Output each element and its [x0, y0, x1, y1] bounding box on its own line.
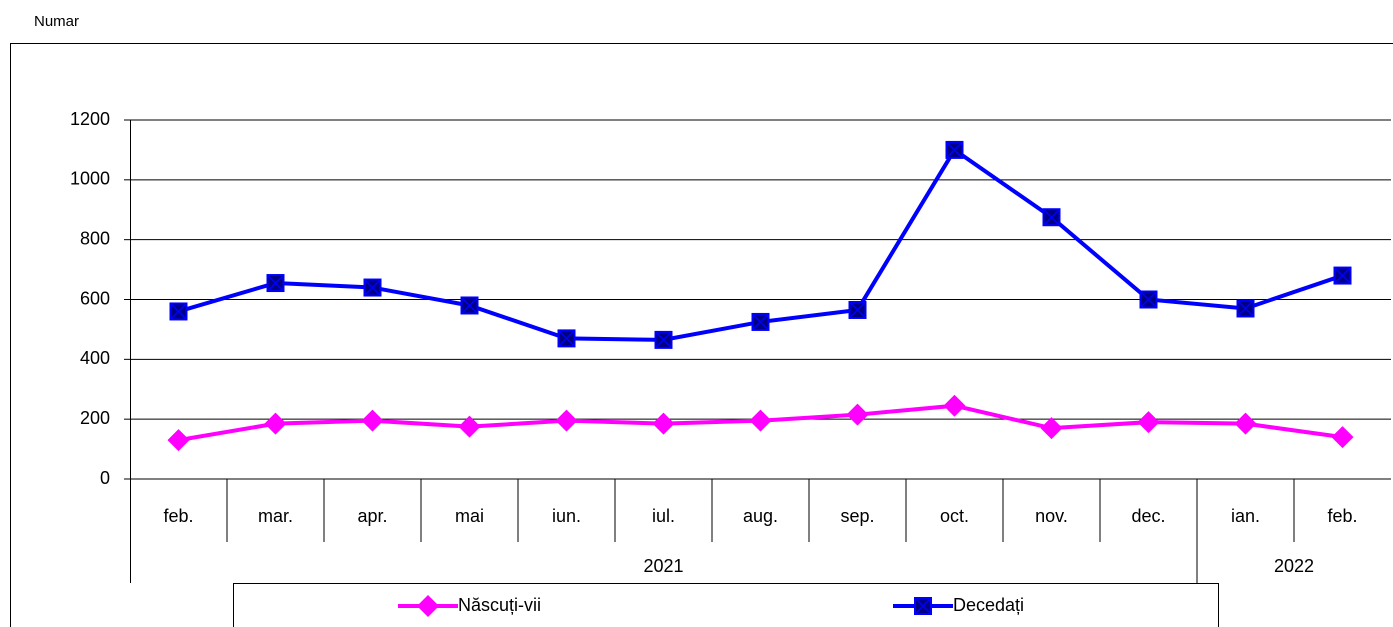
- x-tick-label: iun.: [552, 506, 581, 526]
- legend-marker-part: [915, 598, 931, 614]
- x-tick-label: feb.: [1327, 506, 1357, 526]
- data-point: [751, 312, 770, 331]
- data-point: [555, 409, 578, 432]
- y-tick-label: 200: [80, 408, 110, 428]
- data-point-part: [1043, 209, 1060, 225]
- data-point: [458, 415, 481, 438]
- data-point-part: [849, 302, 866, 318]
- data-point: [848, 300, 867, 319]
- data-point: [167, 429, 190, 452]
- data-point-part: [267, 275, 284, 291]
- data-point: [1331, 426, 1354, 449]
- year-label: 2021: [643, 556, 683, 576]
- data-point: [557, 329, 576, 348]
- y-tick-label: 1200: [70, 109, 110, 129]
- legend-label: Decedați: [953, 595, 1024, 615]
- series-line: [177, 147, 1344, 342]
- y-tick-label: 400: [80, 348, 110, 368]
- data-point: [361, 409, 384, 432]
- data-point: [460, 296, 479, 315]
- year-label: 2022: [1274, 556, 1314, 576]
- y-tick-label: 600: [80, 288, 110, 308]
- data-point-part: [655, 332, 672, 348]
- data-point: [1139, 290, 1158, 309]
- data-point-part: [752, 314, 769, 330]
- x-tick-label: feb.: [163, 506, 193, 526]
- legend-label: Născuți-vii: [458, 595, 541, 615]
- x-tick-label: oct.: [940, 506, 969, 526]
- x-tick-label: iul.: [652, 506, 675, 526]
- data-point: [846, 403, 869, 426]
- data-point: [654, 330, 673, 349]
- x-tick-label: mai: [455, 506, 484, 526]
- x-tick-label: aug.: [743, 506, 778, 526]
- data-point: [1236, 299, 1255, 318]
- data-point: [264, 412, 287, 435]
- data-point: [1042, 208, 1061, 227]
- y-axis-label: Numar: [34, 13, 79, 30]
- y-tick-label: 1000: [70, 169, 110, 189]
- y-tick-label: 0: [100, 468, 110, 488]
- data-point: [1137, 411, 1160, 434]
- legend-marker: [417, 595, 439, 617]
- data-point-part: [364, 280, 381, 296]
- data-point: [749, 409, 772, 432]
- data-point: [266, 274, 285, 293]
- y-tick-label: 800: [80, 228, 110, 248]
- data-point-part: [1334, 268, 1351, 284]
- x-tick-label: mar.: [258, 506, 293, 526]
- data-point: [945, 140, 964, 159]
- data-point: [1234, 412, 1257, 435]
- data-point: [169, 302, 188, 321]
- data-point-part: [170, 303, 187, 319]
- x-tick-label: ian.: [1231, 506, 1260, 526]
- data-point-part: [1140, 291, 1157, 308]
- x-tick-label: sep.: [840, 506, 874, 526]
- legend-marker: [914, 597, 932, 615]
- legend-box: [233, 583, 1219, 627]
- x-tick-label: nov.: [1035, 506, 1068, 526]
- data-point-part: [1237, 300, 1254, 317]
- x-tick-label: apr.: [357, 506, 387, 526]
- x-tick-label: dec.: [1131, 506, 1165, 526]
- data-point: [943, 394, 966, 417]
- data-point: [1333, 266, 1352, 285]
- data-point-part: [461, 297, 478, 314]
- data-point: [1040, 417, 1063, 440]
- data-point-part: [558, 330, 575, 346]
- chart-frame: [10, 43, 1393, 627]
- data-point-part: [946, 142, 963, 158]
- data-point: [652, 412, 675, 435]
- data-point: [363, 278, 382, 297]
